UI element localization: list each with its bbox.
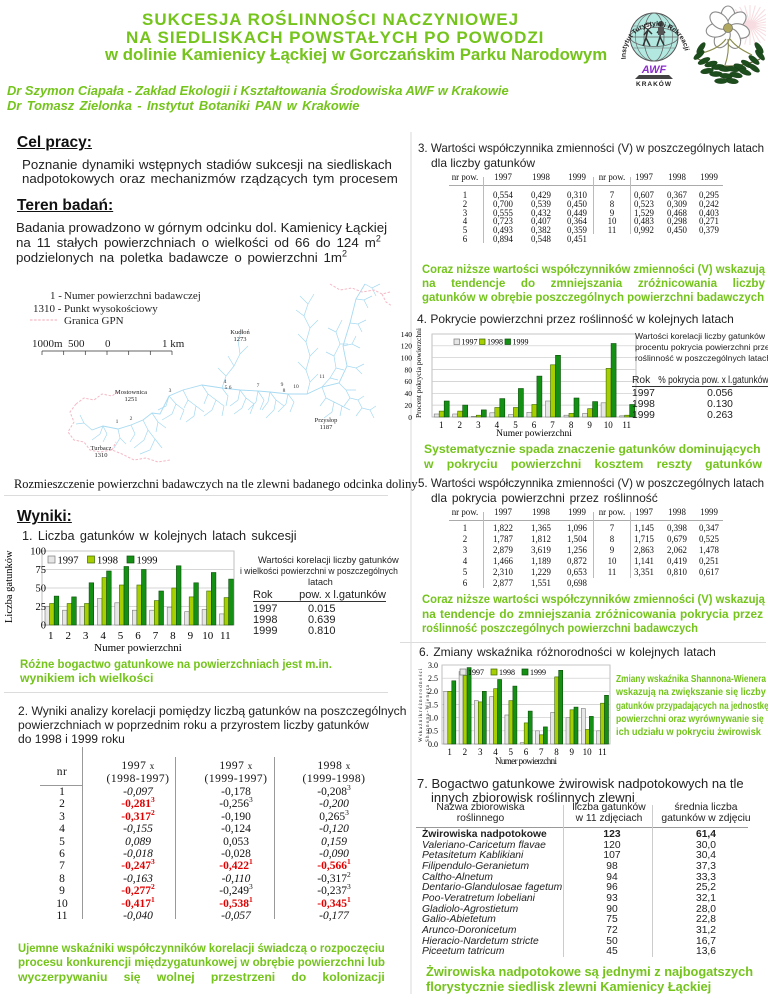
svg-text:6: 6 (532, 420, 537, 430)
svg-text:140: 140 (401, 330, 413, 339)
svg-text:8: 8 (170, 630, 176, 642)
svg-text:Punkt wysokościowy: Punkt wysokościowy (64, 303, 158, 315)
svg-text:4: 4 (100, 630, 106, 642)
svg-text:100: 100 (30, 547, 46, 558)
svg-text:1187: 1187 (320, 424, 334, 431)
svg-text:8: 8 (283, 388, 286, 394)
svg-text:S h a n n o n a - W i e n e r: S h a n n o n a - W i e n e r a (426, 684, 431, 742)
svg-text:Turbacz: Turbacz (90, 445, 111, 452)
svg-text:1.0: 1.0 (428, 714, 438, 723)
svg-text:0.0: 0.0 (428, 740, 438, 749)
svg-text:9: 9 (281, 382, 284, 388)
svg-text:5: 5 (118, 630, 124, 642)
svg-text:1310: 1310 (95, 452, 108, 459)
svg-text:3: 3 (169, 388, 172, 394)
svg-text:Procent pokrycia powierzchni: Procent pokrycia powierzchni (414, 328, 423, 418)
svg-text:Numer powierzchni: Numer powierzchni (496, 429, 572, 439)
svg-text:W s k a ź n i k r ó ż n o r o: W s k a ź n i k r ó ż n o r o d n o ś c … (419, 668, 424, 742)
svg-text:1998: 1998 (499, 668, 515, 677)
svg-text:500: 500 (68, 338, 85, 350)
svg-text:Kudłoń: Kudłoń (230, 329, 250, 336)
svg-text:Numer powierzchni badawczej: Numer powierzchni badawczej (64, 290, 201, 302)
svg-text:1273: 1273 (234, 336, 247, 343)
svg-text:Przysłop: Przysłop (315, 417, 338, 424)
svg-text:5 6: 5 6 (225, 385, 232, 391)
svg-text:1997: 1997 (468, 668, 484, 677)
svg-text:3: 3 (476, 420, 481, 430)
svg-text:10: 10 (604, 420, 614, 430)
svg-text:1998: 1998 (487, 338, 503, 347)
svg-text:1251: 1251 (125, 396, 138, 403)
svg-text:11: 11 (319, 374, 325, 380)
svg-text:8: 8 (554, 747, 559, 757)
svg-text:8: 8 (569, 420, 574, 430)
svg-text:4: 4 (495, 420, 500, 430)
svg-text:1 km: 1 km (162, 338, 185, 350)
svg-text:5: 5 (513, 420, 518, 430)
svg-text:0.5: 0.5 (428, 727, 438, 736)
svg-text:11: 11 (622, 420, 631, 430)
svg-text:4: 4 (224, 379, 227, 385)
svg-text:11: 11 (220, 630, 231, 642)
svg-text:75: 75 (36, 565, 47, 576)
svg-text:7: 7 (550, 420, 555, 430)
svg-text:3: 3 (478, 747, 483, 757)
svg-text:7: 7 (539, 747, 544, 757)
svg-text:4: 4 (493, 747, 498, 757)
svg-text:1000m: 1000m (32, 338, 63, 350)
svg-text:3: 3 (83, 630, 89, 642)
svg-text:2: 2 (130, 416, 133, 422)
svg-text:0: 0 (41, 621, 46, 632)
svg-text:9: 9 (570, 747, 575, 757)
svg-text:1: 1 (48, 630, 54, 642)
svg-text:7: 7 (153, 630, 159, 642)
svg-text:1 -: 1 - (50, 290, 62, 302)
svg-text:9: 9 (188, 630, 194, 642)
svg-text:1: 1 (439, 420, 444, 430)
svg-text:3.0: 3.0 (428, 661, 438, 670)
svg-text:1999: 1999 (530, 668, 546, 677)
svg-text:2: 2 (458, 420, 463, 430)
svg-text:50: 50 (36, 584, 47, 595)
svg-text:10: 10 (202, 630, 214, 642)
svg-text:11: 11 (598, 747, 607, 757)
svg-text:7: 7 (257, 383, 260, 389)
svg-text:5: 5 (508, 747, 513, 757)
svg-text:KRAKÓW: KRAKÓW (636, 79, 672, 88)
svg-text:1.5: 1.5 (428, 700, 438, 709)
svg-text:Liczba gatunków: Liczba gatunków (4, 550, 15, 623)
svg-text:100: 100 (401, 354, 413, 363)
svg-text:0: 0 (408, 413, 412, 422)
svg-text:20: 20 (405, 401, 413, 410)
svg-text:6: 6 (135, 630, 141, 642)
svg-text:10: 10 (293, 384, 299, 390)
svg-text:1310 -: 1310 - (33, 303, 62, 315)
svg-text:1: 1 (447, 747, 452, 757)
svg-text:Numer powierzchni: Numer powierzchni (94, 642, 182, 654)
svg-text:0: 0 (105, 338, 111, 350)
svg-text:60: 60 (405, 377, 413, 386)
svg-text:Numer powierzchni: Numer powierzchni (495, 756, 557, 766)
svg-text:10: 10 (583, 747, 593, 757)
svg-text:40: 40 (405, 389, 413, 398)
svg-text:2.5: 2.5 (428, 674, 438, 683)
svg-text:Granica GPN: Granica GPN (64, 315, 124, 327)
svg-text:9: 9 (587, 420, 592, 430)
svg-text:25: 25 (36, 602, 47, 613)
svg-text:80: 80 (405, 365, 413, 374)
svg-text:1: 1 (116, 419, 119, 425)
svg-text:1999: 1999 (513, 338, 529, 347)
svg-text:2: 2 (65, 630, 71, 642)
svg-text:1997: 1997 (58, 556, 79, 567)
svg-text:2.0: 2.0 (428, 687, 438, 696)
svg-text:1998: 1998 (97, 556, 118, 567)
svg-text:1997: 1997 (462, 338, 478, 347)
svg-text:Mostownica: Mostownica (115, 389, 147, 396)
svg-text:120: 120 (401, 342, 413, 351)
svg-text:6: 6 (524, 747, 529, 757)
svg-text:AWF: AWF (641, 64, 667, 76)
svg-text:1999: 1999 (137, 556, 158, 567)
svg-text:2: 2 (463, 747, 468, 757)
